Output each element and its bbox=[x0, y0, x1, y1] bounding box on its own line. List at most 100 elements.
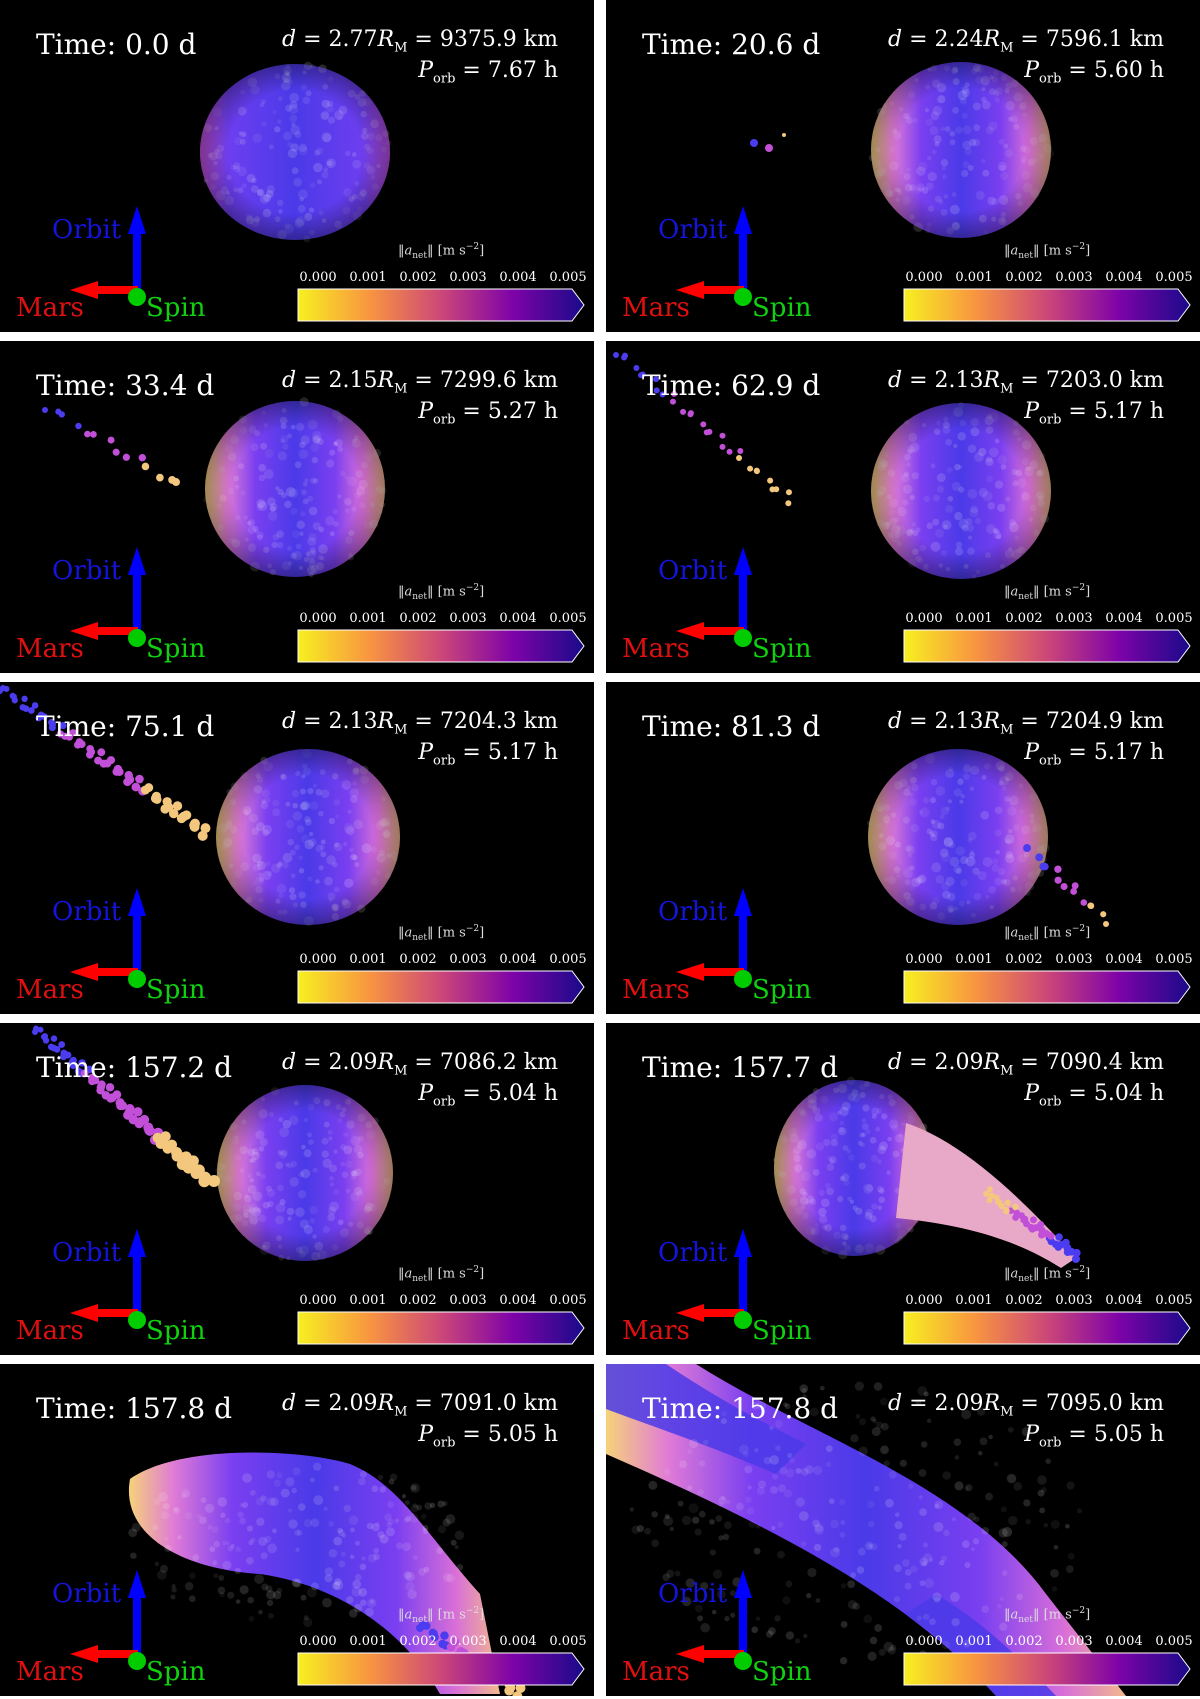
colorbar-tick-label: 0.005 bbox=[549, 952, 587, 967]
mars-axis-label: Mars bbox=[16, 634, 84, 664]
mars-axis-label: Mars bbox=[622, 1657, 690, 1687]
colorbar-tick-label: 0.004 bbox=[1105, 1634, 1143, 1649]
orbit-axis-label: Orbit bbox=[52, 556, 122, 586]
orbit-axis-label: Orbit bbox=[52, 1238, 122, 1268]
colorbar-tick-label: 0.004 bbox=[499, 611, 537, 626]
distance-km: 7095.0 km bbox=[1045, 1391, 1164, 1416]
orbit-stats: d = 2.15RM = 7299.6 km Porb = 5.27 h bbox=[282, 369, 558, 432]
colorbar-tick-label: 0.001 bbox=[955, 1634, 993, 1649]
colorbar-tick-label: 0.000 bbox=[905, 270, 943, 285]
orbit-axis-label: Orbit bbox=[658, 215, 728, 245]
simulation-panel-3: Time: 33.4 d d = 2.15RM = 7299.6 km Porb… bbox=[0, 341, 594, 673]
orbital-period: 5.60 h bbox=[1093, 58, 1164, 84]
colorbar-title: ‖anet‖ [m s−2] bbox=[1004, 924, 1091, 943]
spin-axis-label: Spin bbox=[752, 293, 812, 323]
colorbar-tick-label: 0.005 bbox=[549, 611, 587, 626]
colorbar-tick-label: 0.001 bbox=[349, 270, 387, 285]
colorbar-title: ‖anet‖ [m s−2] bbox=[1004, 1606, 1091, 1625]
colorbar-tick-label: 0.005 bbox=[549, 270, 587, 285]
colorbar-ticks: 0.000 0.001 0.002 0.003 0.004 0.005 bbox=[299, 952, 590, 968]
spin-axis-label: Spin bbox=[146, 1316, 206, 1346]
period-line: Porb = 5.04 h bbox=[418, 1081, 558, 1110]
colorbar-title: ‖anet‖ [m s−2] bbox=[1004, 583, 1091, 602]
colorbar-tick-label: 0.004 bbox=[1105, 1293, 1143, 1308]
period-line: Porb = 5.17 h bbox=[418, 740, 558, 769]
distance-line: d = 2.09RM = 7086.2 km bbox=[282, 1050, 558, 1079]
colorbar-tick-label: 0.004 bbox=[499, 1634, 537, 1649]
colorbar-ticks: 0.000 0.001 0.002 0.003 0.004 0.005 bbox=[299, 1293, 590, 1309]
orbit-stats: d = 2.09RM = 7091.0 km Porb = 5.05 h bbox=[282, 1392, 558, 1455]
colorbar-tick-label: 0.000 bbox=[299, 1634, 337, 1649]
simulation-panel-4: Time: 62.9 d d = 2.13RM = 7203.0 km Porb… bbox=[606, 341, 1200, 673]
distance-line: d = 2.77RM = 9375.9 km bbox=[282, 27, 558, 56]
orbital-period: 7.67 h bbox=[487, 58, 558, 84]
time-label: Time: 81.3 d bbox=[642, 710, 821, 743]
orbit-stats: d = 2.09RM = 7086.2 km Porb = 5.04 h bbox=[282, 1051, 558, 1114]
distance-ratio: 2.15 bbox=[328, 368, 378, 393]
orbital-period: 5.17 h bbox=[487, 740, 558, 766]
colorbar-tick-label: 0.001 bbox=[955, 1293, 993, 1308]
simulation-panel-1: Time: 0.0 d d = 2.77RM = 9375.9 km Porb … bbox=[0, 0, 594, 332]
spin-axis-label: Spin bbox=[752, 1657, 812, 1687]
orbit-axis-label: Orbit bbox=[658, 556, 728, 586]
orbit-stats: d = 2.13RM = 7203.0 km Porb = 5.17 h bbox=[888, 369, 1164, 432]
orbit-stats: d = 2.13RM = 7204.3 km Porb = 5.17 h bbox=[282, 710, 558, 773]
colorbar-tick-label: 0.003 bbox=[449, 952, 487, 967]
distance-ratio: 2.09 bbox=[934, 1391, 984, 1416]
simulation-panel-6: Time: 81.3 d d = 2.13RM = 7204.9 km Porb… bbox=[606, 682, 1200, 1014]
distance-line: d = 2.24RM = 7596.1 km bbox=[888, 27, 1164, 56]
orbital-period: 5.17 h bbox=[1093, 399, 1164, 425]
distance-km: 7091.0 km bbox=[439, 1391, 558, 1416]
colorbar-tick-label: 0.005 bbox=[549, 1634, 587, 1649]
rubble-pile-render bbox=[676, 62, 1191, 322]
colorbar-tick-label: 0.004 bbox=[499, 1293, 537, 1308]
time-label: Time: 157.8 d bbox=[642, 1392, 839, 1425]
distance-km: 7090.4 km bbox=[1045, 1050, 1164, 1075]
spin-axis-label: Spin bbox=[146, 1657, 206, 1687]
orbit-axis-label: Orbit bbox=[658, 1579, 728, 1609]
orbital-period: 5.04 h bbox=[487, 1081, 558, 1107]
distance-km: 7299.6 km bbox=[439, 368, 558, 393]
colorbar-tick-label: 0.002 bbox=[1005, 1634, 1043, 1649]
period-line: Porb = 5.05 h bbox=[418, 1422, 558, 1451]
colorbar-tick-label: 0.001 bbox=[955, 270, 993, 285]
colorbar-title: ‖anet‖ [m s−2] bbox=[1004, 1265, 1091, 1284]
colorbar-ticks: 0.000 0.001 0.002 0.003 0.004 0.005 bbox=[905, 952, 1196, 968]
colorbar-tick-label: 0.003 bbox=[449, 1634, 487, 1649]
rubble-pile-render bbox=[0, 684, 585, 1004]
distance-ratio: 2.77 bbox=[328, 27, 378, 52]
orbit-stats: d = 2.24RM = 7596.1 km Porb = 5.60 h bbox=[888, 28, 1164, 91]
colorbar-tick-label: 0.004 bbox=[499, 270, 537, 285]
orbit-stats: d = 2.77RM = 9375.9 km Porb = 7.67 h bbox=[282, 28, 558, 91]
colorbar-title: ‖anet‖ [m s−2] bbox=[398, 583, 485, 602]
colorbar-tick-label: 0.003 bbox=[1055, 270, 1093, 285]
period-line: Porb = 5.05 h bbox=[1024, 1422, 1164, 1451]
period-line: Porb = 5.60 h bbox=[1024, 58, 1164, 87]
period-line: Porb = 5.27 h bbox=[418, 399, 558, 428]
rubble-pile-render bbox=[32, 1025, 585, 1345]
spin-axis-label: Spin bbox=[752, 975, 812, 1005]
rubble-pile-render bbox=[676, 1076, 1191, 1345]
orbit-stats: d = 2.09RM = 7095.0 km Porb = 5.05 h bbox=[888, 1392, 1164, 1455]
distance-ratio: 2.09 bbox=[328, 1391, 378, 1416]
time-label: Time: 0.0 d bbox=[36, 28, 197, 61]
colorbar-tick-label: 0.002 bbox=[399, 270, 437, 285]
distance-ratio: 2.13 bbox=[934, 709, 984, 734]
colorbar-title: ‖anet‖ [m s−2] bbox=[398, 1606, 485, 1625]
colorbar-tick-label: 0.001 bbox=[955, 952, 993, 967]
colorbar-title: ‖anet‖ [m s−2] bbox=[398, 1265, 485, 1284]
period-line: Porb = 5.17 h bbox=[1024, 740, 1164, 769]
orbit-axis-label: Orbit bbox=[52, 897, 122, 927]
colorbar-tick-label: 0.003 bbox=[449, 1293, 487, 1308]
orbital-period: 5.05 h bbox=[1093, 1422, 1164, 1448]
simulation-panel-10: Time: 157.8 d d = 2.09RM = 7095.0 km Por… bbox=[606, 1364, 1200, 1696]
mars-axis-label: Mars bbox=[622, 293, 690, 323]
mars-axis-label: Mars bbox=[622, 634, 690, 664]
colorbar-tick-label: 0.005 bbox=[1155, 952, 1193, 967]
simulation-panel-5: Time: 75.1 d d = 2.13RM = 7204.3 km Porb… bbox=[0, 682, 594, 1014]
orbital-period: 5.17 h bbox=[1093, 740, 1164, 766]
simulation-panel-8: Time: 157.7 d d = 2.09RM = 7090.4 km Por… bbox=[606, 1023, 1200, 1355]
simulation-panel-2: Time: 20.6 d d = 2.24RM = 7596.1 km Porb… bbox=[606, 0, 1200, 332]
rubble-pile-render bbox=[676, 749, 1191, 1004]
colorbar-ticks: 0.000 0.001 0.002 0.003 0.004 0.005 bbox=[905, 270, 1196, 286]
